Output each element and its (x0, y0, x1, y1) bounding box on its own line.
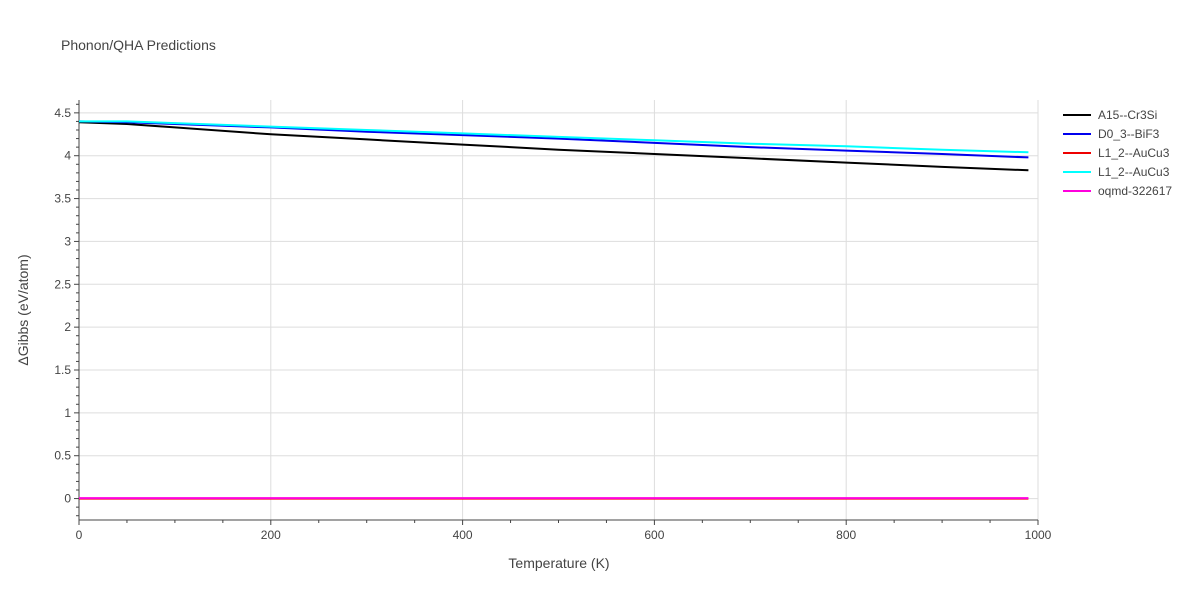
x-axis-title: Temperature (K) (508, 555, 609, 571)
x-tick-label: 1000 (1025, 528, 1052, 542)
x-tick-label: 800 (836, 528, 856, 542)
y-tick-label: 0.5 (54, 449, 71, 463)
x-tick-label: 400 (453, 528, 473, 542)
legend-label: oqmd-322617 (1098, 184, 1172, 198)
legend-label: L1_2--AuCu3 (1098, 146, 1170, 160)
y-axis-ticks: 0 0.5 1 1.5 2 2.5 3 3.5 4 4.5 (54, 103, 79, 517)
legend-label: L1_2--AuCu3 (1098, 165, 1170, 179)
y-axis-title: ΔGibbs (eV/atom) (15, 254, 31, 365)
series-layer (78, 120, 1029, 500)
y-tick-label: 1.5 (54, 363, 71, 377)
x-tick-label: 0 (76, 528, 83, 542)
x-tick-label: 200 (261, 528, 281, 542)
chart-title: Phonon/QHA Predictions (61, 37, 216, 53)
y-tick-label: 4.5 (54, 106, 71, 120)
y-tick-label: 3.5 (54, 192, 71, 206)
legend-item[interactable]: L1_2--AuCu3 (1063, 146, 1170, 160)
y-tick-label: 2.5 (54, 277, 71, 291)
legend-item[interactable]: D0_3--BiF3 (1063, 127, 1160, 141)
axes (78, 100, 1038, 521)
series-line-3[interactable] (79, 120, 1029, 154)
legend-label: A15--Cr3Si (1098, 108, 1157, 122)
x-axis-ticks: 0 200 400 600 800 1000 (76, 520, 1052, 542)
y-tick-label: 2 (64, 320, 71, 334)
y-tick-label: 3 (64, 234, 71, 248)
y-tick-label: 4 (64, 149, 71, 163)
series-line-0[interactable] (78, 121, 1029, 172)
series-line-1[interactable] (78, 120, 1029, 159)
legend[interactable]: A15--Cr3Si D0_3--BiF3 L1_2--AuCu3 L1_2--AuC… (1063, 108, 1172, 198)
legend-item[interactable]: L1_2--AuCu3 (1063, 165, 1170, 179)
legend-label: D0_3--BiF3 (1098, 127, 1160, 141)
legend-item[interactable]: oqmd-322617 (1063, 184, 1172, 198)
x-tick-label: 600 (644, 528, 664, 542)
y-tick-label: 0 (64, 492, 71, 506)
grid (79, 100, 1039, 520)
legend-item[interactable]: A15--Cr3Si (1063, 108, 1157, 122)
y-tick-label: 1 (64, 406, 71, 420)
